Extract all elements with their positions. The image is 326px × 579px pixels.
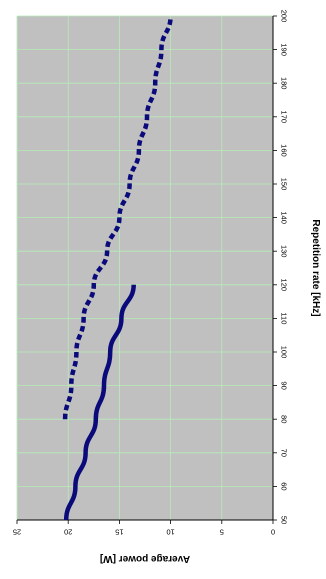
x-tick-label: 120 bbox=[279, 279, 288, 292]
x-tick-label: 160 bbox=[279, 144, 288, 157]
x-tick-label: 80 bbox=[279, 415, 288, 423]
x-tick-label: 140 bbox=[279, 211, 288, 224]
x-tick-label: 190 bbox=[279, 43, 288, 56]
x-tick-label: 110 bbox=[279, 312, 288, 324]
x-tick-label: 90 bbox=[279, 381, 288, 389]
y-tick-label: 20 bbox=[64, 527, 72, 536]
x-tick-label: 100 bbox=[279, 346, 288, 359]
plot-area bbox=[17, 16, 273, 520]
y-tick-label: 5 bbox=[220, 527, 224, 536]
y-tick-label: 25 bbox=[13, 527, 21, 536]
x-tick-label: 70 bbox=[279, 449, 288, 457]
y-tick-label: 15 bbox=[115, 527, 123, 536]
y-axis-ticks: 0 5 10 15 20 25 bbox=[13, 520, 275, 536]
x-tick-label: 200 bbox=[279, 10, 288, 23]
x-tick-label: 170 bbox=[279, 111, 288, 124]
y-tick-label: 0 bbox=[271, 527, 275, 536]
series-group bbox=[62, 15, 173, 521]
y-axis-title: Average power [W] bbox=[100, 553, 190, 564]
x-axis-ticks: 50 60 70 80 90 100 110 120 130 140 150 160 170 180 190… bbox=[273, 10, 288, 524]
x-tick-label: 150 bbox=[279, 178, 288, 191]
series-line-solid bbox=[63, 284, 136, 521]
x-tick-label: 50 bbox=[279, 516, 288, 524]
x-tick-label: 60 bbox=[279, 482, 288, 490]
y-tick-label: 10 bbox=[166, 527, 174, 536]
x-axis-title: Repetition rate [kHz] bbox=[310, 219, 321, 316]
x-tick-label: 130 bbox=[279, 245, 288, 258]
x-tick-label: 180 bbox=[279, 77, 288, 90]
series-line-dashed bbox=[62, 15, 173, 420]
